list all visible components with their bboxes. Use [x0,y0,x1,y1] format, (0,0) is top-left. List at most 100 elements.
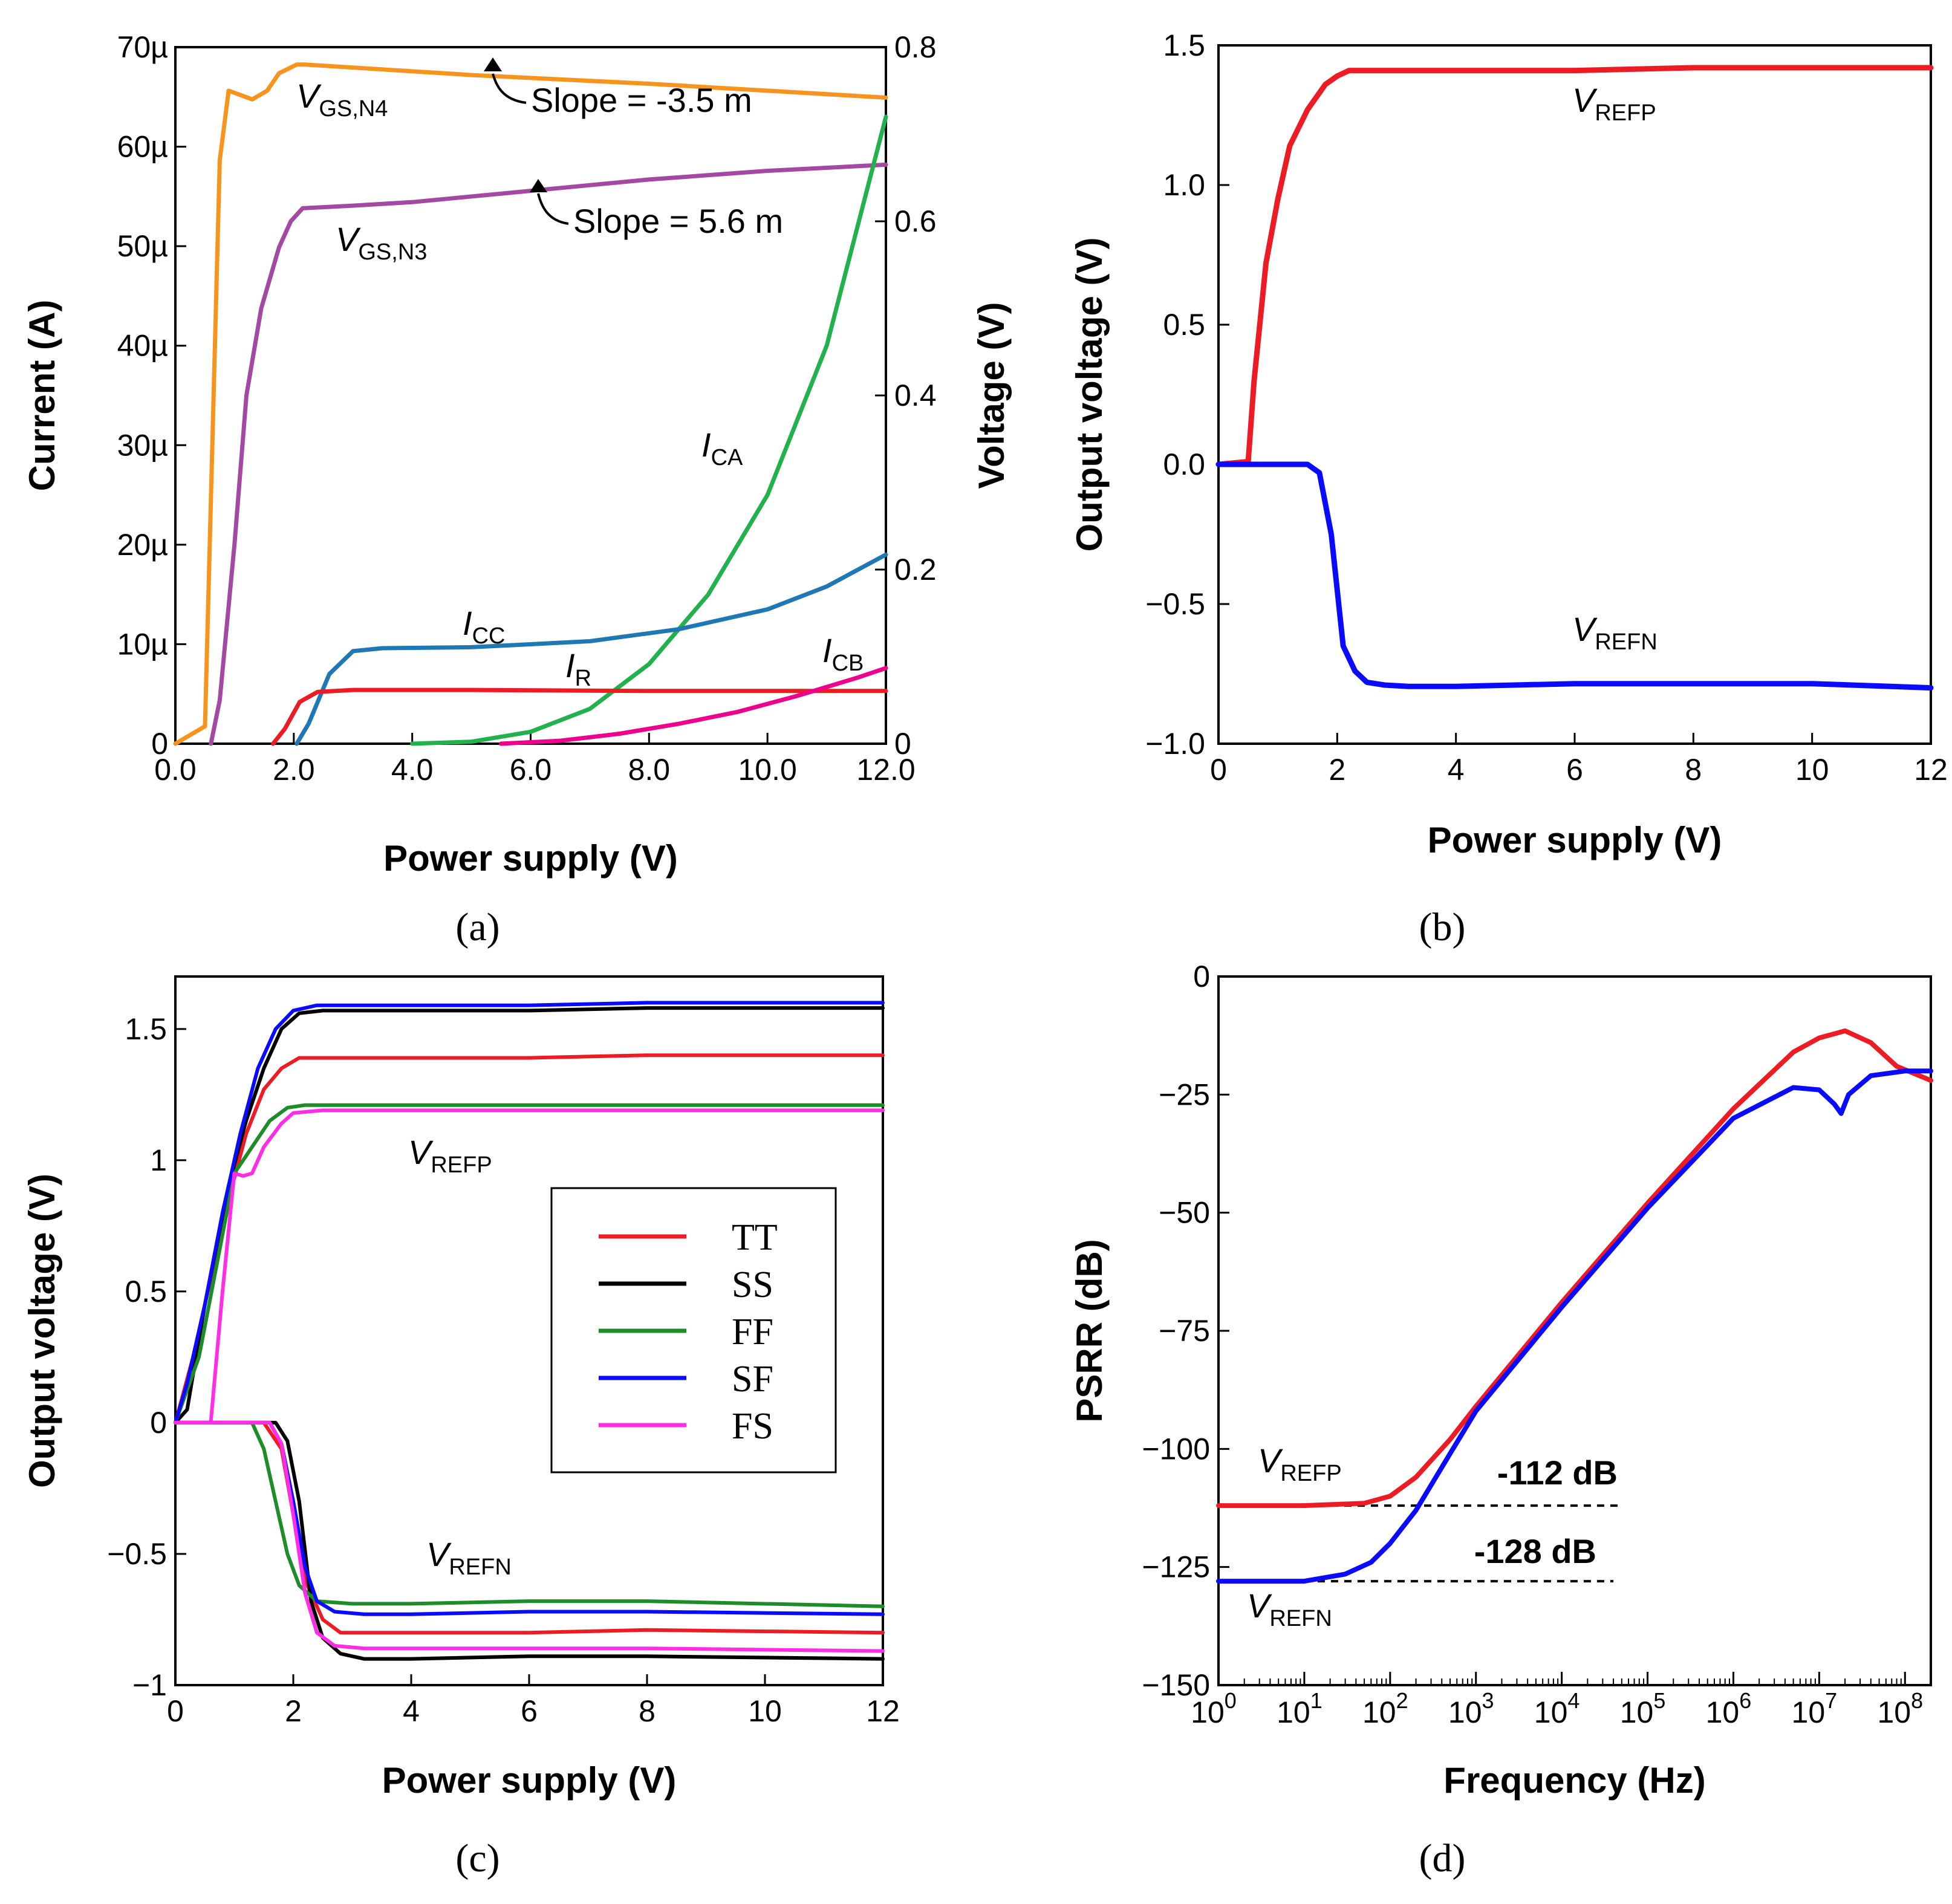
x-tick-label-c: 2 [285,1694,302,1728]
series-line-d-refn [1216,1068,1933,1584]
x-tick-label-a: 12.0 [856,753,915,787]
y-tick-label-a: 70µ [117,30,168,64]
x-tick-label-d: 101 [1277,1688,1322,1729]
y-axis-label-d: PSRR (dB) [1069,1239,1110,1422]
series-line-a-ca [410,114,888,746]
slope-annotation-n3: Slope = 5.6 m [573,202,783,240]
x-tick-label-a: 2.0 [273,753,315,787]
series-label-a-4-sub: R [575,666,591,691]
series-label-b-refn: VREFN [1572,610,1658,655]
x-tick-exp-d: 1 [1310,1688,1322,1713]
x-tick-base-d: 10 [1534,1695,1568,1729]
series-label-a-0-sub: GS,N4 [319,96,388,122]
x-tick-label-d: 100 [1191,1688,1237,1729]
legend-label-fs: FS [732,1406,773,1447]
reference-label-112: -112 dB [1497,1454,1618,1492]
series-label-a-3: ICC [463,604,505,649]
caption-c: (c) [455,1836,499,1880]
y-tick-label-b: 0.5 [1163,308,1205,342]
y2-tick-label-a: 0.2 [894,553,937,586]
series-label-a-4-main: I [565,646,575,684]
series-label-d-refn-main: V [1247,1587,1272,1625]
series-label-d-refn-sub: REFN [1269,1606,1332,1631]
series-label-a-2-main: I [701,426,711,464]
x-tick-label-c: 12 [866,1694,900,1728]
x-tick-exp-d: 0 [1225,1688,1237,1713]
series-label-a-0: VGS,N4 [296,77,388,122]
series-label-a-1-main: V [336,220,361,258]
series-label-d-refp-main: V [1258,1441,1283,1480]
series-line-a-gs-n3 [209,162,888,746]
y-tick-label-d: −100 [1142,1432,1210,1466]
y-tick-label-d: −25 [1159,1077,1210,1111]
y2-tick-label-a: 0.8 [894,30,937,64]
x-axis-label-b: Power supply (V) [1428,820,1722,860]
series-label-b-refp-main: V [1572,81,1598,119]
y2-tick-label-a: 0.4 [894,379,937,412]
slope-arrow-n3 [537,193,569,225]
series-label-a-2-sub: CA [711,445,743,470]
y-axis-label-c: Output voltage (V) [22,1174,62,1488]
y-tick-label-b: 0.0 [1163,447,1205,481]
series-label-d-refn: VREFN [1247,1587,1332,1631]
series-label-c-refn-main: V [426,1535,452,1573]
x-tick-label-b: 6 [1566,753,1583,787]
y-axis-label-a: Current (A) [22,300,62,492]
x-tick-label-d: 106 [1706,1688,1752,1729]
x-tick-label-b: 12 [1914,753,1948,787]
x-tick-label-b: 8 [1685,753,1702,787]
x-tick-base-d: 10 [1448,1695,1482,1729]
x-tick-label-d: 105 [1620,1688,1666,1729]
y2-tick-label-a: 0.6 [894,204,937,238]
x-tick-label-c: 10 [748,1694,782,1728]
y-tick-label-a: 50µ [117,229,168,263]
series-label-b-refn-sub: REFN [1595,629,1657,655]
x-tick-label-d: 102 [1362,1688,1408,1729]
series-line-d-refp [1216,1028,1933,1509]
series-label-a-3-main: I [463,604,472,642]
series-label-a-5-main: I [822,631,832,669]
caption-d: (d) [1419,1836,1466,1880]
series-label-a-5: ICB [822,631,864,676]
slope-arrowhead-n3 [530,179,547,192]
y-tick-label-d: −150 [1142,1668,1210,1702]
x-tick-label-d: 108 [1877,1688,1923,1729]
series-label-c-refp-main: V [408,1133,434,1171]
y-tick-label-a: 0 [151,727,168,761]
panel-d: 100 101 102 103 104 105 106 107 1080−25−50−75−10… [1069,960,1933,1801]
x-tick-label-b: 0 [1210,753,1227,787]
series-label-d-refp: VREFP [1258,1441,1342,1486]
series-label-a-5-sub: CB [832,651,864,676]
y-tick-label-b: −1.0 [1145,727,1205,761]
series-label-a-2: ICA [701,426,743,470]
x-tick-exp-d: 5 [1653,1688,1665,1713]
x-tick-base-d: 10 [1191,1695,1225,1729]
y-tick-label-b: 1.0 [1163,168,1205,202]
x-tick-label-c: 6 [521,1694,538,1728]
slope-arrowhead-n4 [484,57,502,71]
x-tick-label-c: 8 [639,1694,656,1728]
x-tick-label-a: 6.0 [510,753,552,787]
series-label-d-refp-sub: REFP [1280,1461,1341,1486]
x-tick-label-b: 2 [1329,753,1345,787]
x-tick-base-d: 10 [1792,1695,1826,1729]
series-label-b-refp-sub: REFP [1595,100,1656,126]
legend-label-ss: SS [732,1264,773,1305]
series-line-a-cb [499,666,888,746]
panel-b: 0 2 4 6 8 10 12 −1.0 −0.5 0.0 0.5 1.0 1.5 Power suppl… [1069,28,1948,860]
plot-frame-a [174,46,887,745]
x-axis-label-c: Power supply (V) [382,1760,677,1801]
y-tick-label-d: −125 [1142,1550,1210,1584]
series-line-a-r [271,687,888,746]
slope-annotation-n4: Slope = -3.5 m [531,81,752,119]
series-line-b-refp [1215,65,1934,467]
x-tick-label-d: 103 [1448,1688,1494,1729]
legend-label-tt: TT [732,1217,778,1258]
reference-label-128: -128 dB [1474,1532,1596,1570]
series-line-c-ff-5 [174,1420,885,1608]
panel-c: 0 2 4 6 8 10 12 −1 −0.5 0 0.5 1 1.5 Power supply (V) O… [22,975,900,1801]
series-label-a-4: IR [565,646,591,691]
legend-label-ff: FF [732,1311,773,1353]
x-axis-label-a: Power supply (V) [383,838,678,879]
x-tick-base-d: 10 [1362,1695,1396,1729]
